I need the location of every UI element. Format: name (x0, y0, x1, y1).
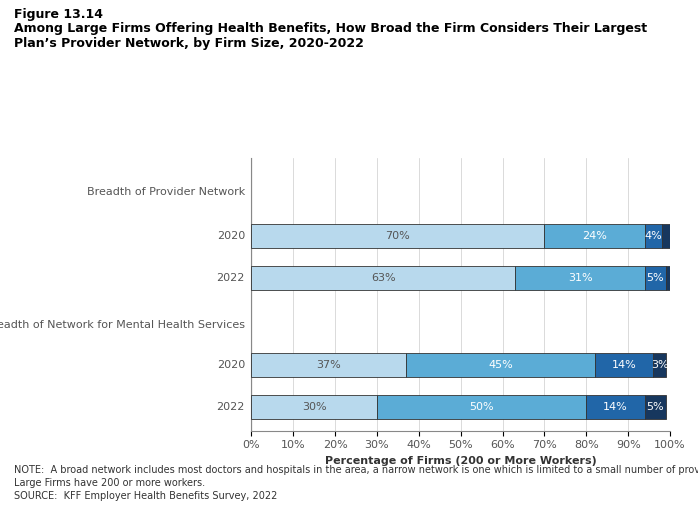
Text: 45%: 45% (488, 360, 513, 370)
Text: 31%: 31% (567, 273, 593, 284)
Bar (251, 353, 406, 377)
Text: 2022: 2022 (216, 402, 245, 412)
Text: 2020: 2020 (217, 360, 245, 370)
Text: 2020: 2020 (217, 231, 245, 242)
Bar (251, 395, 377, 419)
Text: 4%: 4% (644, 231, 662, 242)
Text: 14%: 14% (611, 360, 637, 370)
Text: 30%: 30% (302, 402, 327, 412)
Bar (586, 395, 645, 419)
Text: NOTE:  A broad network includes most doctors and hospitals in the area, a narrow: NOTE: A broad network includes most doct… (14, 465, 698, 475)
Text: 5%: 5% (646, 273, 664, 284)
Bar (645, 395, 666, 419)
Text: 37%: 37% (316, 360, 341, 370)
Bar (544, 225, 645, 248)
Bar (666, 267, 670, 290)
Bar (251, 267, 515, 290)
Text: Among Large Firms Offering Health Benefits, How Broad the Firm Considers Their L: Among Large Firms Offering Health Benefi… (14, 22, 647, 50)
Text: 63%: 63% (371, 273, 396, 284)
Text: 14%: 14% (603, 402, 628, 412)
X-axis label: Percentage of Firms (200 or More Workers): Percentage of Firms (200 or More Workers… (325, 456, 597, 466)
Text: 2022: 2022 (216, 273, 245, 284)
Bar (377, 395, 586, 419)
Bar (653, 353, 666, 377)
Text: SOURCE:  KFF Employer Health Benefits Survey, 2022: SOURCE: KFF Employer Health Benefits Sur… (14, 491, 277, 501)
Bar (662, 225, 670, 248)
Text: 50%: 50% (469, 402, 494, 412)
Text: Large Firms have 200 or more workers.: Large Firms have 200 or more workers. (14, 478, 205, 488)
Bar (645, 267, 666, 290)
Bar (595, 353, 653, 377)
Text: 24%: 24% (582, 231, 607, 242)
Text: Breadth of Network for Mental Health Services: Breadth of Network for Mental Health Ser… (0, 320, 245, 331)
Text: Breadth of Provider Network: Breadth of Provider Network (87, 186, 245, 197)
Text: 3%: 3% (651, 360, 669, 370)
Text: 70%: 70% (385, 231, 410, 242)
Text: Figure 13.14: Figure 13.14 (14, 8, 103, 21)
Bar (406, 353, 595, 377)
Bar (515, 267, 645, 290)
Text: 5%: 5% (646, 402, 664, 412)
Bar (251, 225, 544, 248)
Bar (645, 225, 662, 248)
